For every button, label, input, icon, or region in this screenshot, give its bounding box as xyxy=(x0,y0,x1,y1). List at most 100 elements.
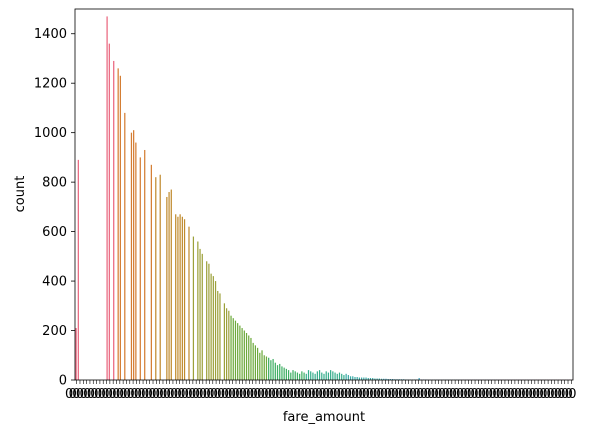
x-tick-label: 0 xyxy=(90,387,98,402)
x-tick-label: 0 xyxy=(69,387,77,402)
x-tick-label: 0 xyxy=(547,387,555,402)
y-tick-label: 1000 xyxy=(34,126,67,141)
x-tick-label: 0 xyxy=(474,387,482,402)
x-tick-label: 0 xyxy=(123,387,131,402)
bar xyxy=(166,196,168,380)
x-tick-label: 0 xyxy=(289,387,297,402)
x-tick-label: 0 xyxy=(137,387,145,402)
y-axis-label: count xyxy=(13,176,28,213)
x-tick-label: 0 xyxy=(326,387,334,402)
bar xyxy=(356,377,358,380)
x-tick-label: 0 xyxy=(442,387,450,402)
x-tick-label: 0 xyxy=(232,387,240,402)
bar xyxy=(325,371,327,380)
bar xyxy=(301,371,303,380)
bar xyxy=(372,378,374,380)
x-tick-label: 0 xyxy=(423,387,431,402)
bar xyxy=(75,328,77,380)
x-tick-label: 0 xyxy=(413,387,421,402)
bar xyxy=(352,376,354,380)
x-tick-label: 0 xyxy=(543,387,551,402)
bar xyxy=(263,355,265,380)
x-tick-label: 0 xyxy=(554,387,562,402)
bar xyxy=(367,378,369,380)
x-tick-label: 0 xyxy=(83,387,91,402)
bar xyxy=(418,378,420,380)
x-tick-label: 0 xyxy=(192,387,200,402)
bar xyxy=(168,192,170,380)
x-tick-label: 0 xyxy=(427,387,435,402)
bar xyxy=(285,368,287,380)
x-tick-label: 0 xyxy=(380,387,388,402)
x-tick-label: 0 xyxy=(268,387,276,402)
bar xyxy=(175,214,177,380)
x-tick-label: 0 xyxy=(521,387,529,402)
x-tick-label: 0 xyxy=(108,387,116,402)
x-tick-label: 0 xyxy=(170,387,178,402)
bar xyxy=(214,281,217,380)
x-tick-label: 0 xyxy=(478,387,486,402)
bar xyxy=(208,263,210,380)
bar xyxy=(318,370,321,380)
x-tick-label: 0 xyxy=(329,387,337,402)
bar xyxy=(274,362,276,380)
x-tick-label: 0 xyxy=(561,387,569,402)
x-tick-label: 0 xyxy=(499,387,507,402)
x-tick-label: 0 xyxy=(253,387,261,402)
x-tick-label: 0 xyxy=(174,387,182,402)
bar xyxy=(133,130,135,380)
x-tick-label: 0 xyxy=(536,387,544,402)
x-tick-label: 0 xyxy=(148,387,156,402)
bar xyxy=(378,378,380,380)
x-axis-label: fare_amount xyxy=(283,410,365,425)
bar xyxy=(321,372,323,380)
bar xyxy=(177,216,179,380)
x-tick-label: 0 xyxy=(101,387,109,402)
bar xyxy=(206,261,208,380)
x-tick-label: 0 xyxy=(351,387,359,402)
bar xyxy=(77,159,79,380)
bar xyxy=(232,318,234,380)
x-tick-label: 0 xyxy=(279,387,287,402)
x-tick-label: 0 xyxy=(141,387,149,402)
x-tick-label: 0 xyxy=(452,387,460,402)
x-tick-label: 0 xyxy=(322,387,330,402)
bar xyxy=(192,236,195,380)
bar xyxy=(383,378,385,380)
x-tick-label: 0 xyxy=(275,387,283,402)
bar xyxy=(234,320,237,380)
x-tick-label: 0 xyxy=(250,387,258,402)
x-tick-label: 0 xyxy=(76,387,84,402)
bar xyxy=(252,342,254,380)
x-tick-label: 0 xyxy=(340,387,348,402)
bar xyxy=(188,226,190,380)
x-tick-label: 0 xyxy=(362,387,370,402)
x-tick-label: 0 xyxy=(159,387,167,402)
x-tick-label: 0 xyxy=(565,387,573,402)
x-tick-label: 0 xyxy=(358,387,366,402)
bar xyxy=(250,337,252,380)
bar xyxy=(349,376,352,380)
bar xyxy=(135,142,137,380)
bar xyxy=(279,363,281,380)
x-tick-label: 0 xyxy=(297,387,305,402)
x-tick-label: 0 xyxy=(463,387,471,402)
bar xyxy=(139,157,141,380)
x-tick-label: 0 xyxy=(293,387,301,402)
bar xyxy=(212,276,214,380)
x-tick-label: 0 xyxy=(246,387,254,402)
bar xyxy=(272,358,274,380)
x-tick-label: 0 xyxy=(224,387,232,402)
x-tick-label: 0 xyxy=(470,387,478,402)
y-tick-label: 400 xyxy=(42,275,67,290)
x-tick-label: 0 xyxy=(434,387,442,402)
x-tick-label: 0 xyxy=(127,387,135,402)
bar xyxy=(283,367,285,380)
bar xyxy=(259,352,261,380)
bar xyxy=(181,216,183,380)
x-tick-label: 0 xyxy=(409,387,417,402)
bar xyxy=(268,357,270,380)
x-tick-label: 0 xyxy=(188,387,196,402)
bar xyxy=(210,273,212,380)
x-tick-label: 0 xyxy=(152,387,160,402)
